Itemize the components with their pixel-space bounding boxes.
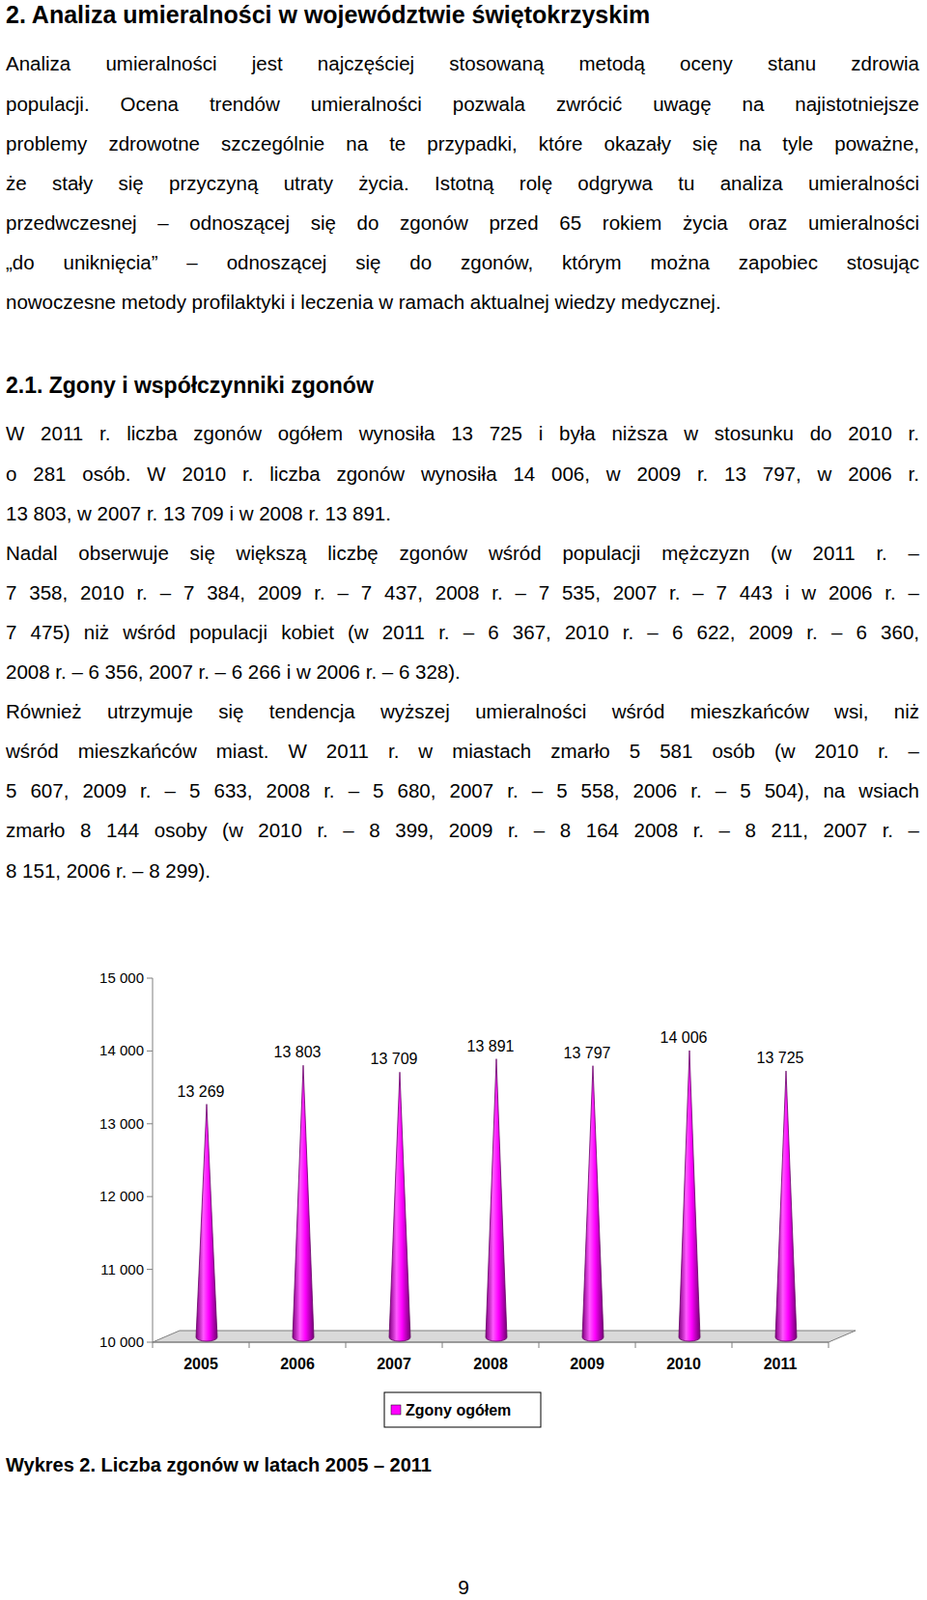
text-line: problemy zdrowotne szczególnie na te prz… <box>5 123 920 164</box>
data-label: 14 006 <box>660 1029 708 1046</box>
data-label: 13 269 <box>177 1083 225 1100</box>
x-tick <box>249 1342 251 1349</box>
data-label: 13 891 <box>467 1038 515 1055</box>
x-tick <box>345 1342 347 1349</box>
x-tick <box>442 1342 444 1349</box>
x-tick <box>828 1342 830 1349</box>
y-tick <box>146 1268 153 1270</box>
cone-bar <box>389 1071 411 1342</box>
text-line: 7 475) niż wśród populacji kobiet (w 201… <box>5 612 920 652</box>
x-tick-label: 2010 <box>666 1355 702 1373</box>
data-label: 13 803 <box>274 1043 322 1061</box>
data-label: 13 709 <box>370 1050 419 1068</box>
legend <box>384 1392 541 1428</box>
y-tick-label: 14 000 <box>99 1041 144 1059</box>
y-axis <box>152 978 154 1343</box>
x-tick <box>152 1342 154 1349</box>
text-line: populacji. Ocena trendów umieralności po… <box>5 84 920 124</box>
text-line: Nadal obserwuje się większą liczbę zgonó… <box>5 533 920 573</box>
heading: 2. Analiza umieralności w województwie ś… <box>5 0 650 29</box>
text-line: 8 151, 2006 r. – 8 299). <box>5 850 920 891</box>
text-line: Również utrzymuje się tendencja wyższej … <box>5 691 920 731</box>
cone-bar <box>582 1066 604 1342</box>
y-tick <box>146 1050 153 1052</box>
cone-bar <box>292 1065 314 1342</box>
data-label: 13 797 <box>563 1044 612 1062</box>
cone-bar <box>775 1070 797 1342</box>
x-tick-label: 2005 <box>183 1355 219 1373</box>
text-line: 7 358, 2010 r. – 7 384, 2009 r. – 7 437,… <box>5 572 920 613</box>
text-line: W 2011 r. liczba zgonów ogółem wynosiła … <box>5 413 920 453</box>
y-tick-label: 10 000 <box>99 1333 144 1350</box>
caption: Wykres 2. Liczba zgonów w latach 2005 – … <box>5 1454 432 1477</box>
text-line: „do uniknięcia” – odnoszącej się do zgon… <box>5 242 920 282</box>
text-line: Analiza umieralności jest najczęściej st… <box>5 43 920 84</box>
y-tick <box>146 1342 153 1344</box>
x-tick-label: 2011 <box>763 1355 798 1373</box>
x-tick <box>635 1342 637 1349</box>
y-tick <box>146 1196 153 1198</box>
text-line: 5 607, 2009 r. – 5 633, 2008 r. – 5 680,… <box>5 770 920 811</box>
y-tick <box>146 1123 153 1124</box>
data-label: 13 725 <box>757 1049 805 1067</box>
x-tick-label: 2008 <box>473 1355 508 1373</box>
text-line: 2008 r. – 6 356, 2007 r. – 6 266 i w 200… <box>5 651 920 692</box>
x-tick <box>731 1342 733 1349</box>
text-line: przedwczesnej – odnoszącej się do zgonów… <box>5 202 920 243</box>
legend-swatch <box>391 1404 401 1415</box>
y-tick-label: 11 000 <box>100 1261 144 1278</box>
text-line: zmarło 8 144 osoby (w 2010 r. – 8 399, 2… <box>5 810 920 850</box>
y-tick-label: 15 000 <box>99 969 144 986</box>
marks <box>196 1050 797 1342</box>
x-axis <box>152 1342 829 1344</box>
subheading: 2.1. Zgony i współczynniki zgonów <box>5 372 374 399</box>
legend-label: Zgony ogółem <box>405 1402 511 1419</box>
cone-bar <box>485 1059 507 1342</box>
page-number: 9 <box>444 1575 483 1600</box>
cone-bar <box>196 1104 218 1342</box>
text-line: 13 803, w 2007 r. 13 709 i w 2008 r. 13 … <box>5 493 920 534</box>
x-tick-label: 2007 <box>376 1355 412 1373</box>
text-line: o 281 osób. W 2010 r. liczba zgonów wyno… <box>5 453 920 494</box>
x-tick <box>538 1342 540 1349</box>
y-tick <box>146 978 153 980</box>
text-line: że stały się przyczyną utraty życia. Ist… <box>5 163 920 203</box>
cone-bar <box>678 1050 701 1342</box>
y-tick-label: 13 000 <box>99 1115 144 1132</box>
text-line: nowoczesne metody profilaktyki i leczeni… <box>5 281 920 322</box>
x-tick-label: 2009 <box>569 1355 605 1373</box>
text-line: wśród mieszkańców miast. W 2011 r. w mia… <box>5 730 920 771</box>
x-tick-label: 2006 <box>280 1355 315 1373</box>
y-tick-label: 12 000 <box>99 1187 144 1205</box>
